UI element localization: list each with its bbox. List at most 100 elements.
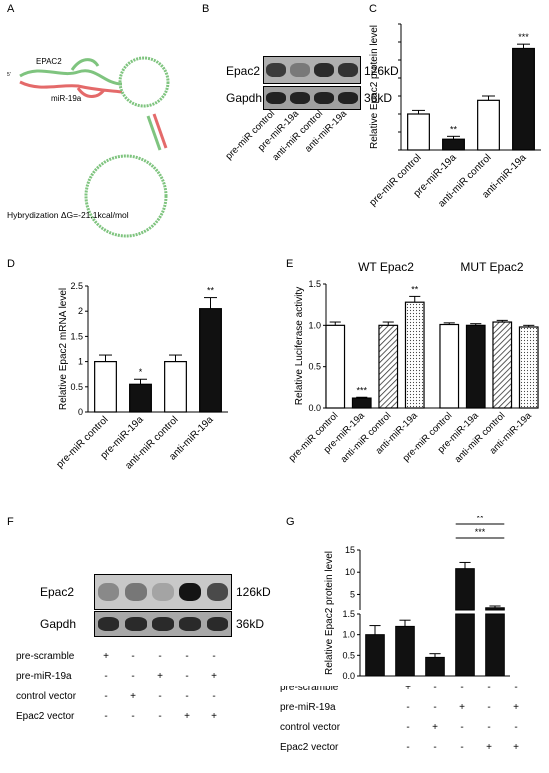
bar-7 — [492, 321, 513, 409]
panel-letter-a: A — [7, 3, 15, 15]
y-tick-label: 2.5 — [70, 281, 83, 291]
x-tick-label-1: pre-miR control — [55, 414, 111, 470]
y-tick-label: 1.5 — [308, 279, 321, 289]
panel-letter-g: G — [286, 516, 295, 528]
blot-f-mark-1-4: - — [185, 651, 188, 662]
blot-f-condition-label-3: control vector — [16, 691, 77, 702]
group-title-wt: WT Epac2 — [358, 260, 414, 274]
bar-2 — [442, 138, 465, 151]
blot-f-mark-3-5: - — [212, 691, 215, 702]
blot-f-gapdh-band-4 — [179, 617, 202, 631]
chart-g-mark-2-1: - — [406, 702, 409, 713]
blot-f-epac2-band-1 — [97, 582, 120, 602]
chart-g-mark-3-2: + — [432, 722, 438, 733]
panel-letter-f: F — [7, 516, 14, 528]
blot-f-mark-1-5: - — [212, 651, 215, 662]
bar-6 — [465, 324, 486, 409]
blot-f-condition-label-4: Epac2 vector — [16, 711, 75, 722]
bar-3 — [477, 99, 500, 151]
blot-f-mark-2-1: - — [104, 671, 107, 682]
chart-g-mark-3-4: - — [487, 722, 490, 733]
blot-f-mark-1-3: - — [158, 651, 161, 662]
blot-f-epac2-band-4 — [179, 582, 202, 602]
y-tick-label: 15 — [345, 545, 355, 555]
y-tick-label: 1.0 — [342, 630, 355, 640]
blot-b-gapdh-band-4 — [338, 91, 358, 105]
bar-8 — [518, 326, 539, 409]
blot-f-mark-4-5: + — [211, 711, 217, 722]
chart-g-condition-label-2: pre-miR-19a — [280, 702, 336, 713]
y-tick-label: 2 — [78, 306, 83, 316]
bar-3 — [378, 324, 399, 409]
y-tick-label: 10 — [345, 567, 355, 577]
bar-2 — [129, 383, 152, 413]
panel-letter-e: E — [286, 258, 294, 270]
blot-b-size-126: 126kD — [364, 64, 399, 78]
blot-f-mark-2-3: + — [157, 671, 163, 682]
blot-b-gapdh-band-1 — [266, 91, 286, 105]
bar-4 — [404, 301, 425, 409]
blot-f-gapdh-band-1 — [97, 617, 120, 631]
significance-label-4: *** — [518, 32, 529, 42]
blot-f-mark-2-5: + — [211, 671, 217, 682]
blot-f-epac2-band-3 — [152, 582, 174, 602]
blot-f-size-36: 36kD — [236, 617, 265, 631]
group-title-mut: MUT Epac2 — [460, 260, 523, 274]
duplex-strands — [19, 58, 168, 151]
chart-g-condition-label-4: Epac2 vector — [280, 742, 339, 753]
blot-b-epac2-band-1 — [266, 62, 286, 78]
chart-g-mark-2-5: + — [513, 702, 519, 713]
bar-5-upper — [485, 607, 505, 611]
blot-f-gapdh-band-3 — [152, 617, 174, 631]
significance-label-2: ** — [476, 516, 484, 523]
y-tick-label: 0 — [78, 407, 83, 417]
y-tick-label: 0.5 — [70, 382, 83, 392]
label-epac2: EPAC2 — [36, 57, 62, 66]
bar-2 — [395, 625, 415, 677]
lower-loop — [84, 154, 168, 238]
hybridization-diagram: EPAC2 miR-19a 5' Hybrydization ΔG=-21.1k… — [7, 56, 170, 238]
bar-4-lower — [455, 613, 475, 677]
chart-g-mark-4-3: - — [460, 742, 463, 753]
hybridization-energy: Hybrydization ΔG=-21.1kcal/mol — [7, 210, 129, 220]
blot-f-gapdh-band-5 — [206, 617, 229, 631]
blot-f-epac2-strip — [94, 574, 232, 610]
y-tick-label: 1.0 — [308, 320, 321, 330]
bar-4-upper — [455, 568, 475, 611]
blot-f-label-gapdh: Gapdh — [40, 617, 77, 631]
blot-b-epac2-strip — [263, 56, 361, 84]
blot-f-gapdh-strip — [94, 611, 232, 637]
chart-g-condition-table: pre-scramble + - - - - pre-miR-19a - - + - + control… — [280, 686, 519, 753]
blot-f-mark-3-2: + — [130, 691, 136, 702]
blot-f-mark-3-1: - — [104, 691, 107, 702]
blot-b-label-gapdh: Gapdh — [226, 91, 263, 105]
chart-g-mark-1-1: + — [405, 686, 411, 693]
blot-f-condition-table: pre-scramble + - - - - pre-miR-19a - - + - + control… — [16, 651, 217, 722]
blot-f-mark-2-2: - — [131, 671, 134, 682]
y-tick-label: 1 — [78, 357, 83, 367]
chart-g-condition-label-1: pre-scramble — [280, 686, 339, 693]
bar-5 — [439, 323, 460, 409]
blot-f-condition-label-2: pre-miR-19a — [16, 671, 72, 682]
chart-g-mark-3-5: - — [514, 722, 517, 733]
blot-f-label-epac2: Epac2 — [40, 585, 75, 599]
blot-b-gapdh-band-2 — [290, 91, 310, 105]
blot-f-epac2-band-2 — [124, 582, 147, 602]
blot-f-mark-1-1: + — [103, 651, 109, 662]
bar-3 — [425, 656, 445, 677]
bar-2 — [351, 397, 372, 409]
chart-g-mark-3-1: - — [406, 722, 409, 733]
chart-g-mark-4-1: - — [406, 742, 409, 753]
bar-1 — [365, 634, 385, 677]
bar-5-lower — [485, 613, 505, 677]
y-tick-label: 0.0 — [342, 671, 355, 681]
blot-f-mark-4-4: + — [184, 711, 190, 722]
significance-label-4: ** — [207, 286, 215, 296]
y-tick-label: 1.5 — [70, 331, 83, 341]
panel-letter-b: B — [202, 3, 210, 15]
